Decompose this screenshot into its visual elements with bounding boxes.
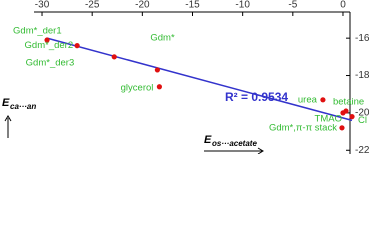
point-label: Gdm* — [150, 32, 175, 43]
point — [156, 84, 162, 90]
y-axis-label: E ca···an — [2, 97, 36, 138]
x-tick-label: -20 — [135, 0, 150, 11]
point — [349, 114, 355, 120]
chart: R² = 0.9534 E ca···an E os···acetate -30… — [2, 0, 370, 154]
x-label-main: E — [204, 134, 212, 146]
point-label: Cl — [358, 115, 367, 126]
point — [111, 54, 117, 60]
point — [320, 97, 326, 103]
y-tick-label: -18 — [355, 70, 370, 81]
x-tick-label: -5 — [288, 0, 297, 11]
x-label-sub: os···acetate — [212, 139, 257, 148]
x-tick-label: 0 — [340, 0, 346, 11]
y-tick-label: -20 — [355, 108, 370, 119]
arrow-head — [257, 147, 264, 154]
point-label: Gdm*_der2 — [25, 40, 74, 51]
point — [339, 125, 345, 131]
trendline — [46, 37, 353, 122]
y-label-sub: ca···an — [10, 102, 36, 111]
arrow-head — [4, 115, 12, 122]
y-tick-label: -16 — [355, 33, 370, 44]
x-tick-label: -15 — [185, 0, 200, 11]
point-label: glycerol — [121, 82, 154, 93]
point-label: Gdm*_der3 — [26, 57, 75, 68]
x-tick-label: -10 — [235, 0, 250, 11]
point — [154, 67, 160, 73]
point — [74, 43, 80, 49]
point-label: urea — [298, 94, 318, 105]
y-tick-label: -22 — [355, 145, 370, 154]
point-label: TMAO — [315, 113, 342, 124]
r-squared: R² = 0.9534 — [225, 90, 288, 104]
point-label: Gdm*_der1 — [13, 26, 62, 37]
y-label-main: E — [2, 97, 10, 109]
x-tick-label: -30 — [35, 0, 50, 11]
x-axis-label: E os···acetate — [204, 134, 264, 154]
point — [44, 37, 50, 43]
point-label: Gdm*,π-π stack — [269, 122, 337, 133]
point-label: betaine — [333, 97, 364, 108]
point — [343, 108, 349, 114]
x-tick-label: -25 — [85, 0, 100, 11]
